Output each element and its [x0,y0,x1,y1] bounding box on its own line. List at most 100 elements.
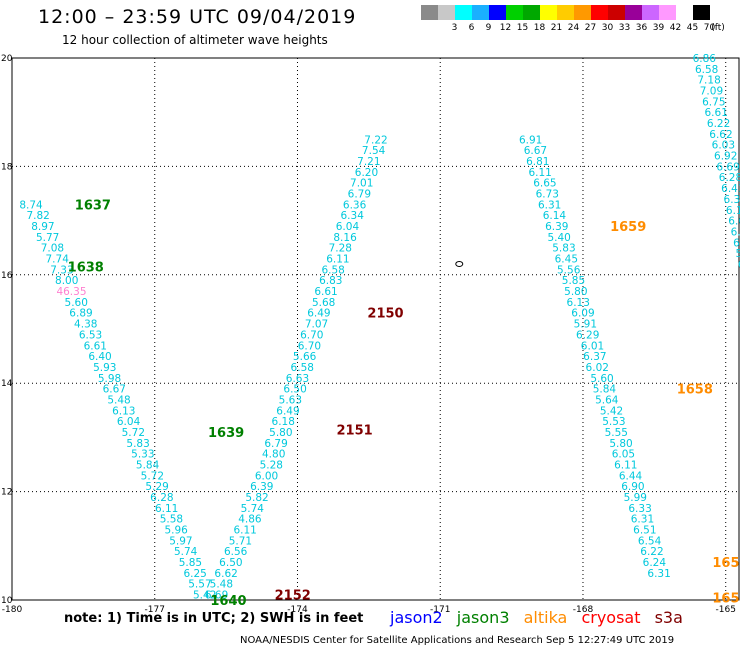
legend-label: 6 [468,23,475,33]
wave-height-value: 6.34 [341,210,365,222]
wave-height-value: 5.74 [241,503,265,515]
wave-height-value: 6.31 [647,568,670,580]
wave-height-value: 5.63 [279,394,302,406]
wave-height-value: 5.48 [210,579,233,591]
wave-height-value: 6.50 [733,237,740,249]
wave-height-value: 5.84 [136,460,160,472]
wave-height-value: 6.31 [724,194,740,206]
wave-height-value: 6.70 [300,329,323,341]
wave-height-value: 7.01 [350,178,373,190]
track-time-label: 2151 [336,423,372,438]
legend-label: 36 [635,23,648,33]
wave-height-value: 6.41 [721,183,740,195]
wave-height-value: 6.37 [583,351,606,363]
wave-height-value: 6.00 [255,470,278,482]
wave-height-value: 6.56 [224,546,248,558]
wave-height-value: 7.22 [364,134,387,146]
x-tick-label: -180 [2,605,23,615]
wave-height-value: 7.08 [41,243,64,255]
wave-height-value: 6.40 [88,351,111,363]
wave-height-value: 6.18 [272,416,295,428]
wave-height-value: 6.11 [726,205,740,217]
x-tick-label: -171 [430,605,450,615]
wave-height-value: 6.65 [728,216,740,228]
wave-height-value: 5.42 [600,405,623,417]
legend-swatch [557,5,574,20]
legend-unit: (ft) [711,23,725,33]
wave-height-value: 6.92 [714,151,737,163]
island-marker [455,260,464,267]
wave-height-value: 6.75 [702,96,725,108]
wave-height-value: 6.28 [150,492,173,504]
wave-height-value: 46.35 [56,286,86,298]
legend-swatch [421,5,438,20]
wave-height-value: 6.20 [355,167,378,179]
wave-height-value: 4.80 [262,449,285,461]
wave-height-value: 5.83 [126,438,149,450]
legend-label: 27 [584,23,597,33]
wave-height-value: 6.53 [79,329,102,341]
legend-label: 39 [652,23,665,33]
wave-height-value: 6.11 [528,167,551,179]
wave-height-value: 6.54 [638,535,662,547]
wave-height-value: 6.70 [298,340,321,352]
x-tick-label: -177 [145,605,165,615]
legend-swatch [506,5,523,20]
legend-swatch [625,5,642,20]
wave-height-value: 6.61 [84,340,107,352]
wave-height-value: 7.07 [305,319,328,331]
wave-height-value: 5.82 [245,492,268,504]
wave-height-value: 6.25 [183,568,206,580]
wave-height-value: 6.50 [219,557,242,569]
wave-height-value: 6.11 [233,525,256,537]
wave-height-value: 5.85 [562,275,585,287]
wave-height-value: 4.38 [74,319,97,331]
wave-height-value: 5.40 [547,232,570,244]
wave-height-value: 5.80 [269,427,292,439]
wave-height-value: 6.13 [112,405,135,417]
wave-height-value: 7.82 [26,210,49,222]
wave-height-value: 5.53 [602,416,625,428]
sat-jason2: jason2 [390,608,443,627]
legend-swatch [608,5,625,20]
wave-height-value: 5.42 [193,590,216,602]
legend-label: 3 [451,23,458,33]
wave-height-value: 6.29 [576,329,599,341]
wave-height-value: 6.90 [621,481,644,493]
wave-height-value: 5.29 [145,481,168,493]
wave-height-value: 6.86 [693,53,717,65]
track-time-label: 1657 [712,556,740,571]
wave-height-value: 7.28 [329,243,352,255]
track-time-label: 1656 [712,591,740,606]
wave-height-value: 7.74 [46,254,70,266]
wave-height-value: 6.31 [538,199,561,211]
legend-swatch [676,5,693,20]
wave-height-value: 6.81 [526,156,549,168]
legend-label: 15 [516,23,529,33]
sat-altika: altika [523,608,568,627]
legend-label: 9 [485,23,492,33]
wave-height-value: 6.45 [555,254,578,266]
y-tick-label: 18 [1,162,13,172]
y-tick-label: 10 [1,596,13,606]
wave-height-value: 6.03 [712,140,735,152]
plot-frame [11,57,740,601]
wave-height-value: 6.91 [519,134,542,146]
wave-height-value: 6.02 [586,362,609,374]
sat-jason3: jason3 [456,608,510,627]
wave-height-value: 6.79 [348,189,371,201]
legend-swatch [523,5,540,20]
wave-height-value: 6.69 [716,161,739,173]
wave-height-value: 7.09 [700,86,723,98]
wave-height-value: 6.62 [214,568,237,580]
track-time-label: 2150 [367,307,403,322]
wave-height-value: 6.62 [709,129,732,141]
wave-height-value: 5.94 [735,248,740,260]
track-time-label: 1658 [677,383,713,398]
legend-label: 45 [686,23,699,33]
wave-height-value: 5.93 [93,362,116,374]
track-time-label: 2152 [275,589,311,604]
y-tick-label: 20 [1,54,13,64]
legend-label: 70 [703,23,716,33]
